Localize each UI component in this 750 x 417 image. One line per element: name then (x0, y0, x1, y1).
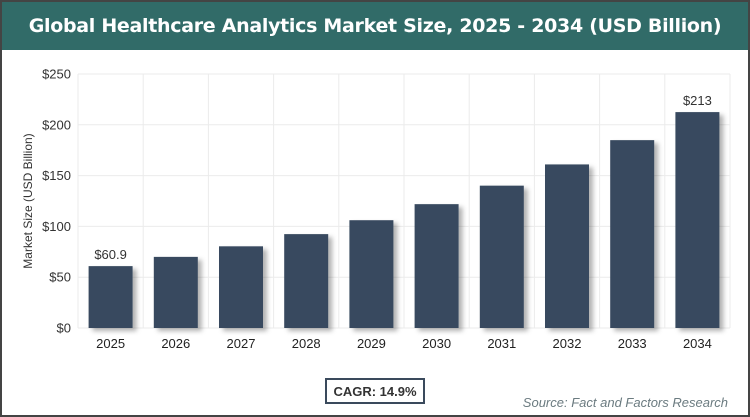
x-tick-label: 2029 (357, 336, 386, 351)
source-note: Source: Fact and Factors Research (522, 395, 728, 410)
x-tick-label: 2033 (618, 336, 647, 351)
y-tick-label: $0 (57, 321, 71, 336)
bar-2031 (479, 185, 524, 328)
bar-2030 (414, 204, 459, 328)
x-tick-label: 2027 (227, 336, 256, 351)
y-axis-label: Market Size (USD Billion) (21, 133, 35, 268)
x-tick-label: 2032 (553, 336, 582, 351)
bar-2032 (545, 164, 589, 328)
bar-2034 (675, 112, 720, 328)
bar-2028 (284, 234, 329, 328)
y-tick-label: $100 (42, 219, 71, 234)
bar-2033 (610, 140, 655, 328)
bar-2025 (88, 266, 133, 328)
x-tick-label: 2025 (96, 336, 125, 351)
x-tick-label: 2026 (161, 336, 190, 351)
x-tick-label: 2028 (292, 336, 321, 351)
x-tick-label: 2031 (487, 336, 516, 351)
bar-2027 (219, 246, 263, 328)
x-tick-label: 2030 (422, 336, 451, 351)
y-tick-label: $50 (49, 270, 71, 285)
chart-title: Global Healthcare Analytics Market Size,… (2, 2, 748, 50)
y-tick-label: $250 (42, 67, 71, 82)
y-tick-label: $150 (42, 168, 71, 183)
x-tick-label: 2034 (683, 336, 712, 351)
data-label: $213 (683, 93, 712, 108)
bar-2029 (349, 220, 394, 328)
bar-2026 (153, 256, 198, 328)
cagr-badge: CAGR: 14.9% (325, 378, 425, 404)
data-label: $60.9 (94, 247, 127, 262)
y-tick-label: $200 (42, 117, 71, 132)
